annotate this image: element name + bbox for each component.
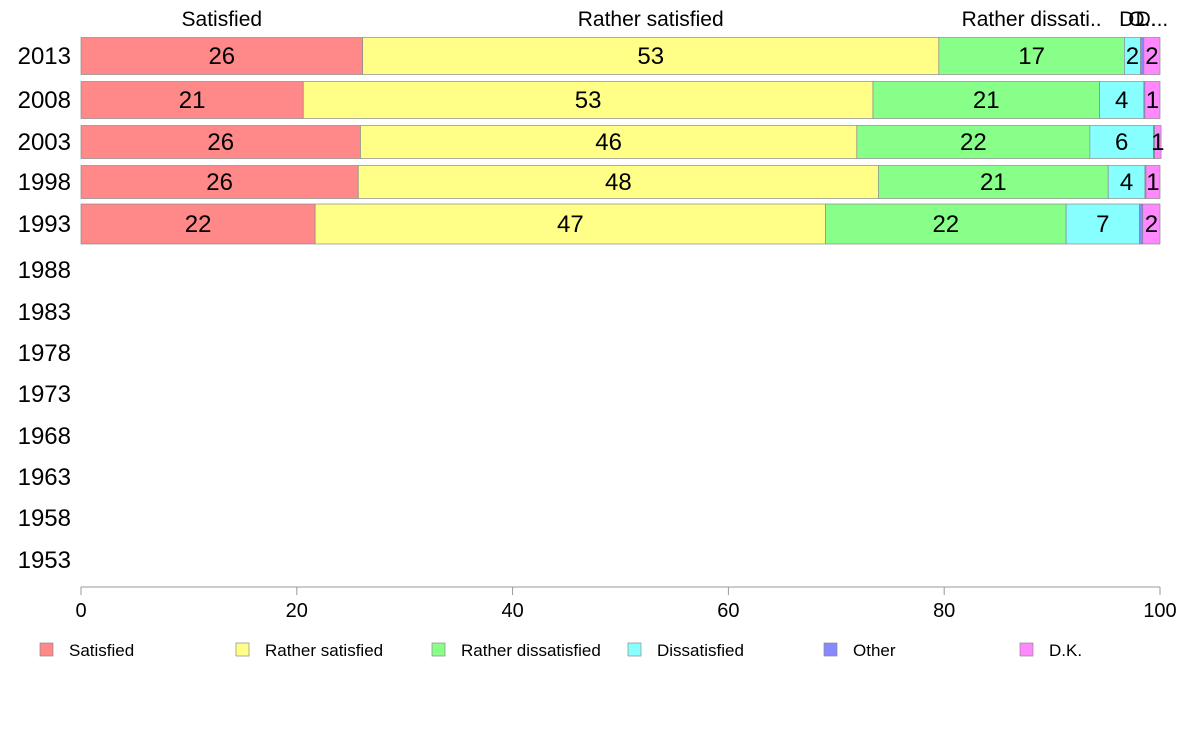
bar-rather-dissatisfied-1998 [878,165,1109,199]
legend: Satisfied Rather satisfied Rather dissatis… [39,641,1082,660]
legend-label-rather-satisfied: Rather satisfied [265,641,383,660]
y-tick-label-2013: 2013 [18,43,71,70]
bar-dissatisfied-1998 [1107,165,1146,199]
bar-satisfied-1998 [80,165,359,199]
data-label-dissatisfied-2008: 4 [1115,87,1128,114]
x-axis: 0 20 40 60 80 100 [75,586,1177,622]
data-label-dissatisfied-2003: 6 [1115,129,1128,156]
data-label-rather-satisfied-1993: 47 [557,211,584,238]
top-label-d-k: D... [1136,8,1169,31]
data-label-dissatisfied-2013: 2 [1126,43,1139,70]
legend-item-satisfied: Satisfied [39,641,134,660]
data-label-rather-dissatisfied-2003: 22 [960,129,987,156]
data-label-rather-satisfied-2013: 53 [637,43,664,70]
data-label-satisfied-1998: 26 [206,169,233,196]
y-tick-label-1998: 1998 [18,169,71,196]
data-label-satisfied-2003: 26 [207,129,234,156]
y-tick-label-1978: 1978 [18,340,71,367]
bar-satisfied-2003 [80,125,361,159]
legend-swatch-satisfied [39,642,54,657]
bar-other-1993 [1139,203,1144,245]
y-tick-label-1983: 1983 [18,299,71,326]
legend-swatch-other [823,642,838,657]
top-label-rather-satisfied: Rather satisfied [578,8,724,31]
top-series-labels: Satisfied Rather satisfied Rather dissati.… [182,8,1169,31]
bar-dissatisfied-1993 [1065,203,1140,245]
bar-rather-dissatisfied-2008 [872,81,1100,119]
top-label-satisfied: Satisfied [182,8,263,31]
top-label-other: O.. [1128,8,1156,31]
bar-satisfied-2008 [80,81,304,119]
legend-label-dissatisfied: Dissatisfied [657,641,744,660]
data-label-rather-satisfied-2008: 53 [575,87,602,114]
bar-rather-dissatisfied-2003 [856,125,1091,159]
legend-label-d-k: D.K. [1049,641,1082,660]
data-label-rather-dissatisfied-1993: 22 [932,211,959,238]
bars-layer: 26 53 17 2 221 53 21 4 126 46 22 6 126 48 21 4 122 47 22 7 2 [80,37,1165,245]
legend-swatch-dissatisfied [627,642,642,657]
legend-item-dissatisfied: Dissatisfied [627,641,744,660]
data-label-d-k-1998: 1 [1146,169,1159,196]
x-tick-label-40: 40 [501,600,523,622]
bar-rather-satisfied-2003 [360,125,858,159]
y-tick-label-1993: 1993 [18,211,71,238]
y-tick-label-2008: 2008 [18,87,71,114]
y-tick-label-1968: 1968 [18,423,71,450]
data-label-rather-dissatisfied-2008: 21 [973,87,1000,114]
data-label-dissatisfied-1998: 4 [1120,169,1133,196]
y-tick-label-1988: 1988 [18,257,71,284]
y-tick-label-2003: 2003 [18,129,71,156]
bar-d-k-2003 [1154,125,1162,159]
x-tick-label-0: 0 [75,600,86,622]
data-label-d-k-1993: 2 [1145,211,1158,238]
legend-item-rather-satisfied: Rather satisfied [235,641,383,660]
bar-rather-dissatisfied-1993 [825,203,1067,245]
data-label-d-k-2003: 1 [1151,129,1164,156]
y-tick-label-1958: 1958 [18,505,71,532]
bar-d-k-1998 [1145,165,1161,199]
legend-label-satisfied: Satisfied [69,641,134,660]
bar-rather-dissatisfied-2013 [938,37,1125,75]
data-label-rather-satisfied-1998: 48 [605,169,632,196]
legend-item-rather-dissatisfied: Rather dissatisfied [431,641,601,660]
legend-item-other: Other [823,641,896,660]
top-label-rather-dissatisfied: Rather dissati.. [962,8,1102,31]
data-label-d-k-2008: 1 [1146,87,1159,114]
data-label-rather-dissatisfied-1998: 21 [980,169,1007,196]
bar-rather-satisfied-2008 [302,81,874,119]
bar-satisfied-1993 [80,203,316,245]
bar-dissatisfied-2003 [1089,125,1154,159]
legend-label-rather-dissatisfied: Rather dissatisfied [461,641,601,660]
legend-swatch-rather-satisfied [235,642,250,657]
x-tick-label-20: 20 [286,600,308,622]
data-label-rather-dissatisfied-2013: 17 [1018,43,1045,70]
x-tick-label-100: 100 [1143,600,1176,622]
bar-satisfied-2013 [80,37,363,75]
bar-rather-satisfied-1998 [357,165,879,199]
y-tick-label-1973: 1973 [18,381,71,408]
legend-swatch-rather-dissatisfied [431,642,446,657]
legend-label-other: Other [853,641,896,660]
bar-d-k-2008 [1144,81,1161,119]
bar-d-k-2013 [1143,37,1161,75]
data-label-satisfied-1993: 22 [185,211,212,238]
data-label-rather-satisfied-2003: 46 [595,129,622,156]
x-tick-label-60: 60 [717,600,739,622]
top-label-dissatisfied: D.. [1119,8,1146,31]
y-axis-tick-labels: 2013 2008 2003 1998 1993 1988 1983 1978 1973 1968… [18,43,71,574]
data-label-satisfied-2013: 26 [208,43,235,70]
data-label-d-k-2013: 2 [1145,43,1158,70]
legend-item-d-k: D.K. [1019,641,1082,660]
y-tick-label-1963: 1963 [18,464,71,491]
bar-d-k-1993 [1142,203,1161,245]
data-label-dissatisfied-1993: 7 [1096,211,1109,238]
y-tick-label-1953: 1953 [18,547,71,574]
bar-other-2013 [1140,37,1145,75]
legend-swatch-d-k [1019,642,1034,657]
x-tick-label-80: 80 [933,600,955,622]
data-label-satisfied-2008: 21 [179,87,206,114]
